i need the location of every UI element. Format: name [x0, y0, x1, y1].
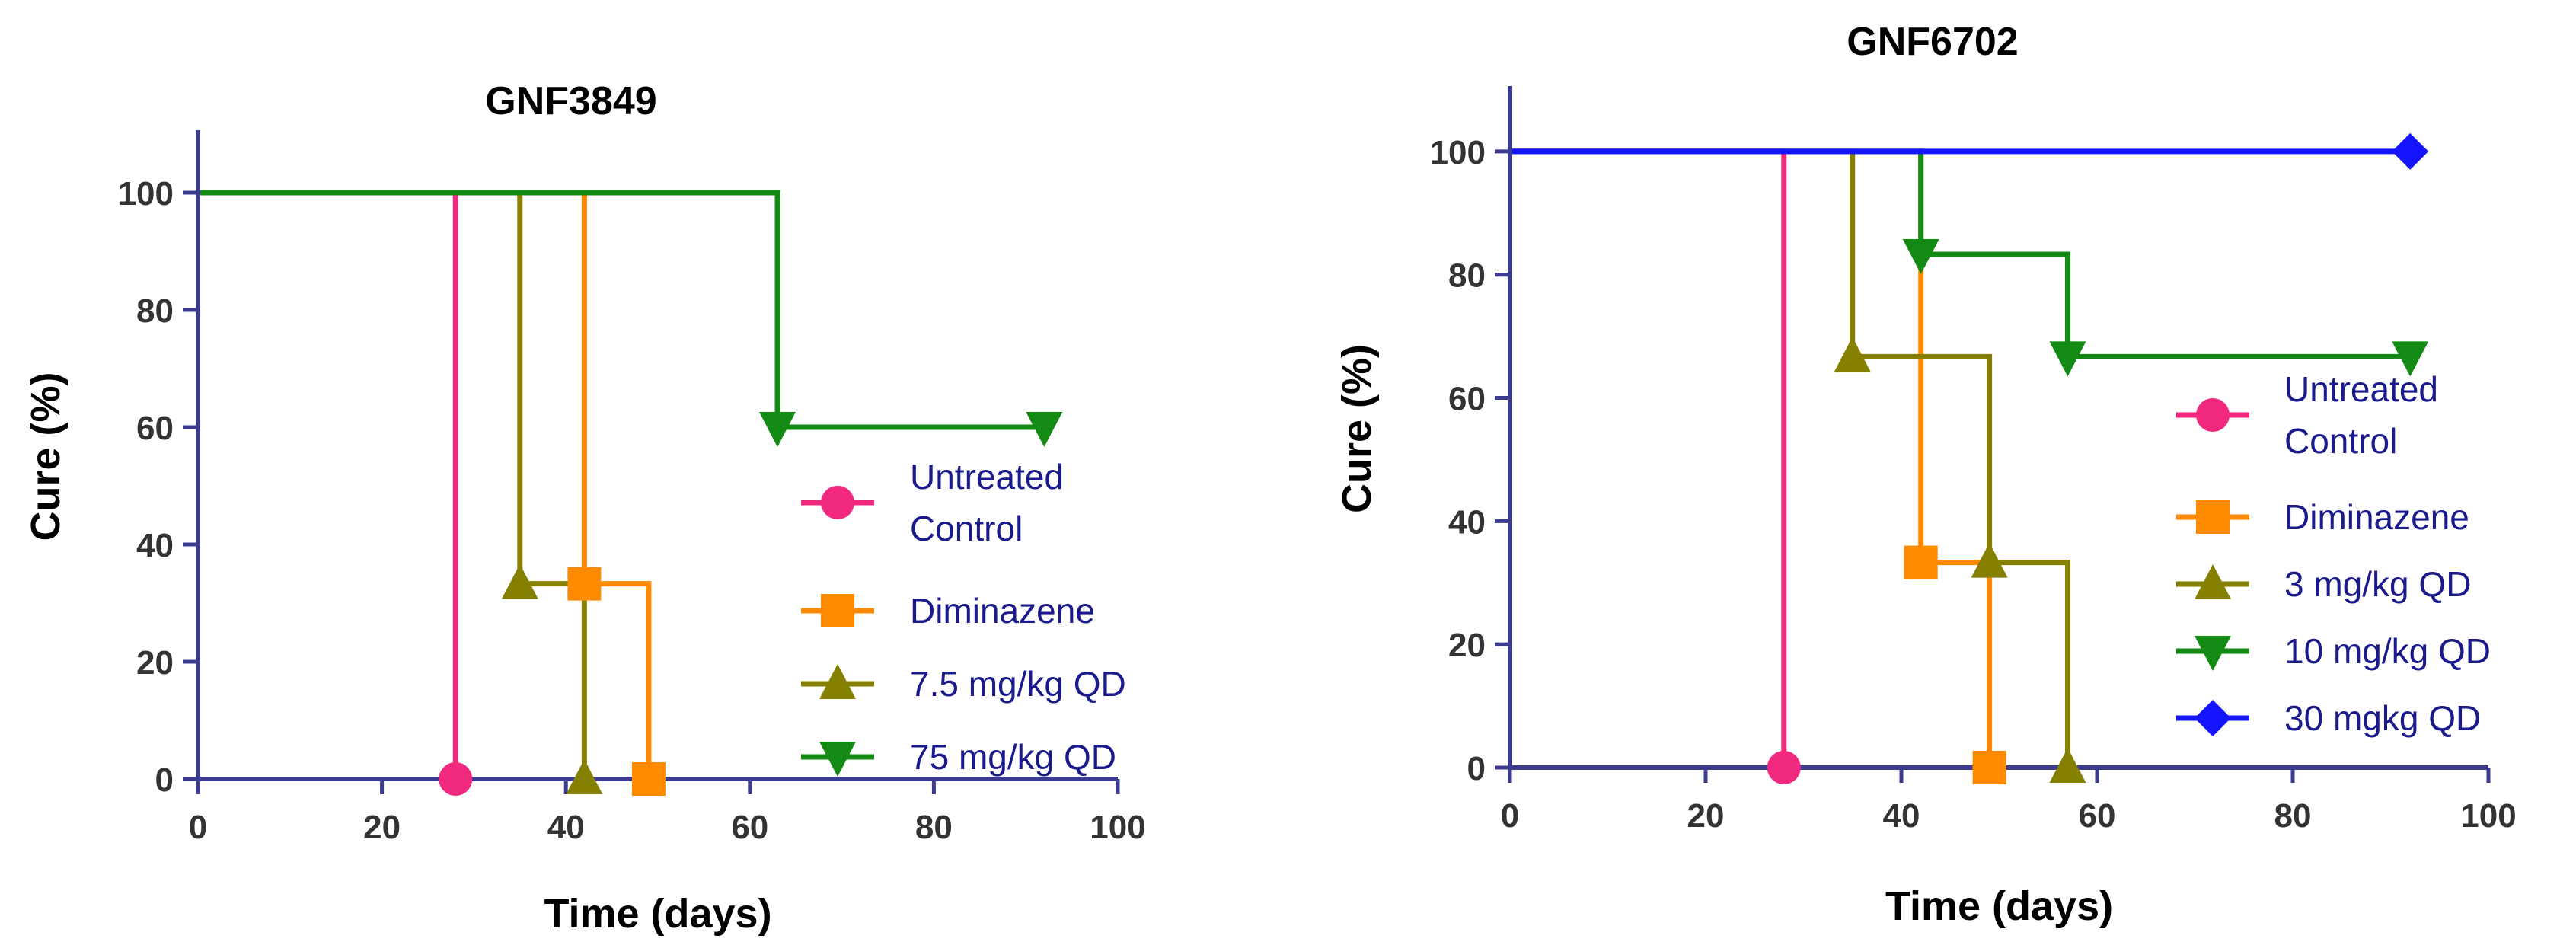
- y-tick-label: 80: [136, 292, 174, 330]
- legend: Untreated Control Diminazene 7.5 mg/kg QD 75…: [801, 457, 1126, 777]
- y-tick-label: 40: [136, 527, 174, 564]
- data-point-7-5-mg-kg-qd: [501, 563, 538, 599]
- data-point-diminazene: [631, 762, 666, 796]
- data-point-3-mg-kg-qd: [2049, 748, 2086, 783]
- series-line-75-mg-kg-qd: [198, 190, 1045, 430]
- y-axis-label: Cure (%): [1334, 344, 1380, 513]
- data-point-10-mg-kg-qd: [2392, 341, 2429, 377]
- y-tick-label: 80: [1448, 257, 1486, 295]
- series-line-10-mg-kg-qd: [1510, 148, 2411, 359]
- legend-marker-untreated-control: [821, 486, 854, 519]
- x-tick-label: 40: [547, 809, 585, 846]
- data-point-75-mg-kg-qd: [759, 412, 796, 447]
- series-lines: [1510, 148, 2411, 768]
- data-point-3-mg-kg-qd: [1834, 337, 1871, 372]
- data-point-untreated-control: [439, 762, 473, 796]
- y-tick-label: 60: [136, 410, 174, 447]
- y-tick-label: 100: [118, 175, 174, 212]
- x-tick-label: 40: [1883, 797, 1920, 835]
- y-tick-label: 0: [1467, 750, 1486, 787]
- y-tick-label: 60: [1448, 381, 1486, 418]
- data-point-75-mg-kg-qd: [1026, 412, 1063, 447]
- y-tick-label: 0: [155, 761, 174, 799]
- x-tick-label: 0: [189, 809, 207, 846]
- legend-label-7-5-mg-kg-qd: 7.5 mg/kg QD: [910, 664, 1126, 704]
- legend-label-diminazene: Diminazene: [910, 591, 1095, 631]
- y-tick-label: 100: [1430, 134, 1486, 171]
- x-axis-label: Time (days): [1885, 883, 2113, 929]
- legend-marker-75-mg-kg-qd: [819, 742, 856, 777]
- legend-label-untreated-control: Untreated: [910, 457, 1064, 496]
- chart-title: GNF3849: [485, 79, 656, 123]
- y-tick-label: 20: [1448, 627, 1486, 664]
- legend: Untreated Control Diminazene 3 mg/kg QD 10 m…: [2176, 369, 2491, 738]
- y-tick-label: 20: [136, 644, 174, 682]
- x-tick-label: 100: [2460, 797, 2516, 835]
- series-line-3-mg-kg-qd: [1510, 148, 2070, 768]
- series-line-untreated-control: [1510, 148, 1787, 768]
- legend-label-75-mg-kg-qd: 75 mg/kg QD: [910, 737, 1116, 777]
- legend-marker-3-mg-kg-qd: [2195, 564, 2231, 599]
- x-axis-label: Time (days): [544, 891, 771, 937]
- x-tick-label: 100: [1090, 809, 1145, 846]
- data-point-diminazene: [1904, 545, 1938, 579]
- x-tick-label: 60: [2079, 797, 2116, 835]
- chart-panel-gnf3849: GNF3849 0 20 40 60 80 100 0 20 40 60 80 100 Time (day…: [23, 79, 1146, 937]
- data-point-diminazene: [1972, 751, 2006, 784]
- chart-title: GNF6702: [1847, 20, 2018, 64]
- data-point-10-mg-kg-qd: [1902, 239, 1939, 275]
- legend-label-untreated-control: Control: [910, 509, 1023, 548]
- legend-marker-30-mgkg-qd: [2195, 700, 2231, 736]
- legend-label-untreated-control: Control: [2284, 421, 2397, 461]
- x-tick-label: 0: [1501, 797, 1519, 835]
- x-tick-label: 60: [731, 809, 768, 846]
- legend-label-untreated-control: Untreated: [2284, 369, 2438, 409]
- chart-panel-gnf6702: GNF6702 0 20 40 60 80 100 0 20 40 60 80 100 Time (day…: [1334, 20, 2517, 929]
- data-point-30-mgkg-qd: [2392, 132, 2429, 170]
- legend-label-10-mg-kg-qd: 10 mg/kg QD: [2284, 631, 2491, 671]
- y-axis-label: Cure (%): [23, 372, 69, 541]
- legend-label-30-mgkg-qd: 30 mgkg QD: [2284, 698, 2481, 738]
- x-tick-label: 80: [915, 809, 953, 846]
- data-point-diminazene: [567, 567, 602, 601]
- legend-marker-diminazene: [2196, 500, 2230, 534]
- x-tick-label: 20: [1687, 797, 1725, 835]
- x-tick-label: 80: [2274, 797, 2312, 835]
- legend-marker-10-mg-kg-qd: [2195, 636, 2231, 671]
- data-point-3-mg-kg-qd: [1971, 542, 2008, 578]
- legend-label-3-mg-kg-qd: 3 mg/kg QD: [2284, 564, 2471, 604]
- data-point-10-mg-kg-qd: [2049, 341, 2086, 377]
- x-tick-label: 20: [363, 809, 401, 846]
- series-line-7-5-mg-kg-qd: [198, 190, 587, 779]
- data-point-untreated-control: [1767, 751, 1801, 784]
- legend-marker-untreated-control: [2196, 398, 2230, 432]
- legend-marker-7-5-mg-kg-qd: [819, 664, 856, 699]
- legend-label-diminazene: Diminazene: [2284, 497, 2469, 537]
- series-line-untreated-control: [198, 190, 458, 779]
- y-tick-label: 40: [1448, 503, 1486, 541]
- series-line-diminazene: [198, 190, 652, 779]
- legend-marker-diminazene: [821, 594, 854, 627]
- data-point-7-5-mg-kg-qd: [566, 759, 603, 794]
